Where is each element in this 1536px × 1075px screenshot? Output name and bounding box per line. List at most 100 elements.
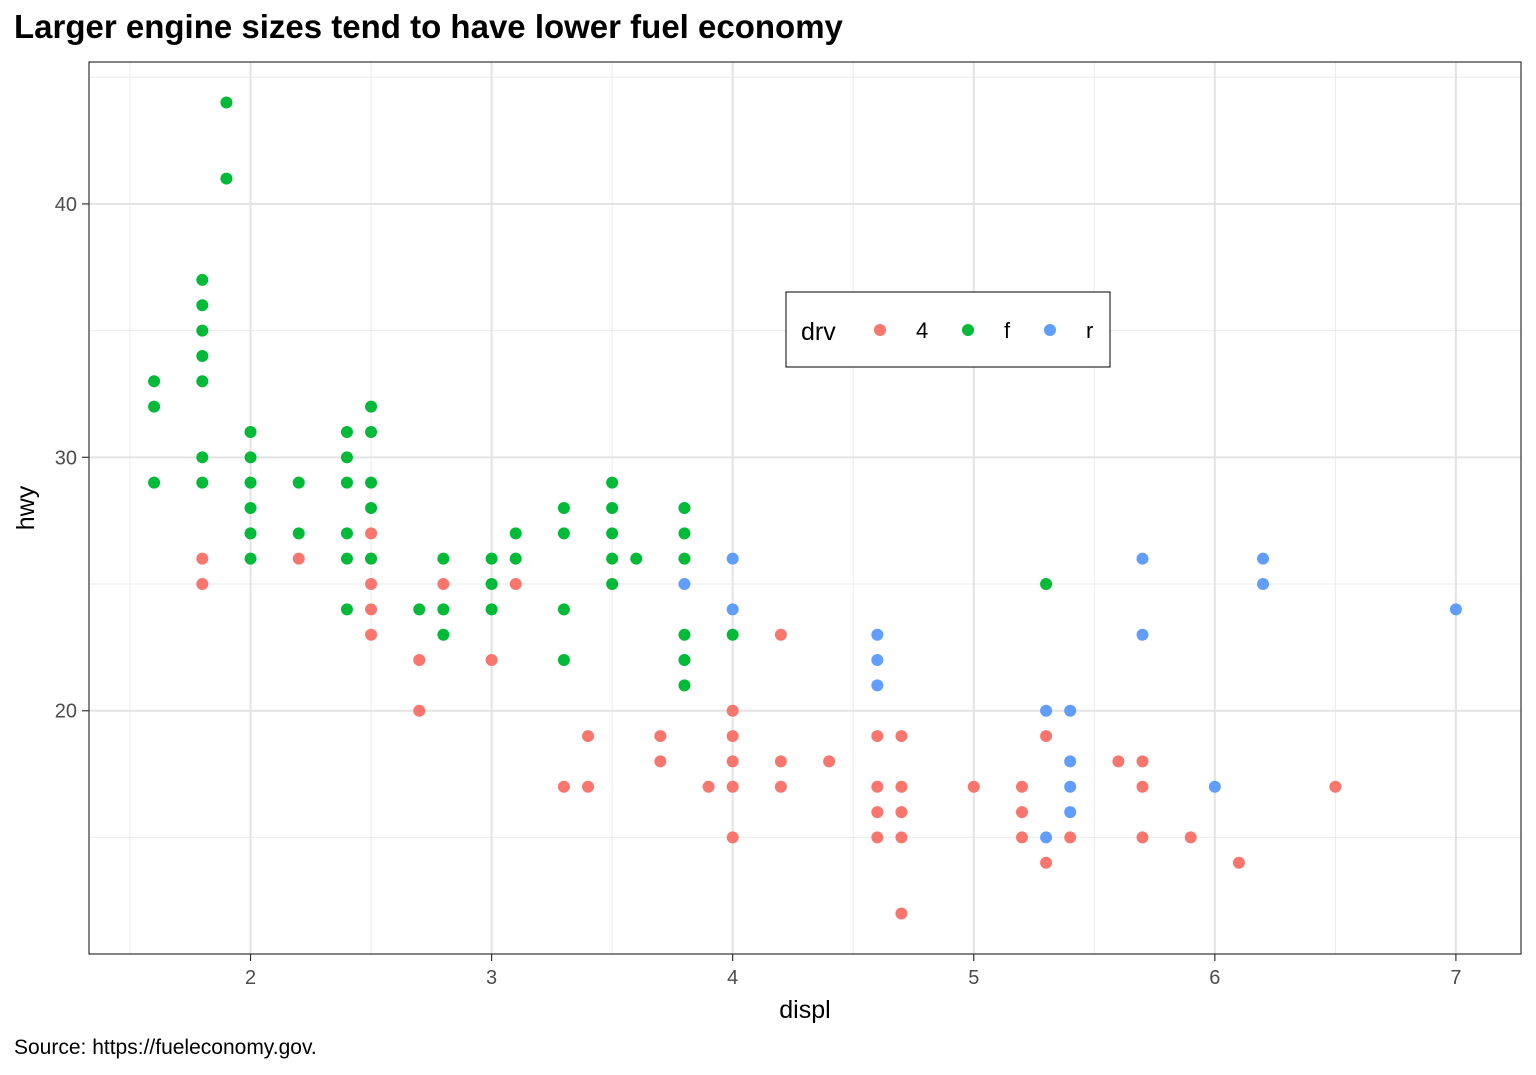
point-drv-f [340,603,353,616]
point-drv-4 [365,527,378,540]
point-drv-4 [582,730,595,743]
point-drv-4 [292,552,305,565]
point-drv-r [1257,578,1270,591]
point-drv-f [606,502,619,514]
point-drv-r [1064,780,1077,793]
point-drv-r [678,578,691,591]
point-drv-f [196,324,209,337]
point-drv-f [365,502,378,514]
point-drv-4 [1015,780,1028,793]
point-drv-4 [196,578,209,591]
point-drv-f [365,476,378,489]
point-drv-f [148,400,161,413]
legend-title: drv [801,318,836,346]
x-tick-label: 7 [1450,967,1461,989]
point-drv-4 [967,780,980,793]
point-drv-4 [196,552,209,565]
chart-title: Larger engine sizes tend to have lower f… [14,8,843,45]
point-drv-4 [654,755,667,768]
point-drv-4 [1015,831,1028,844]
point-drv-4 [1329,780,1342,793]
point-drv-f [340,451,353,464]
point-drv-f [606,527,619,540]
point-drv-f [630,552,643,565]
point-drv-f [244,552,257,565]
point-drv-4 [871,806,884,819]
legend-key-r [1044,324,1056,336]
chart-caption: Source: https://fueleconomy.gov. [14,1036,317,1059]
x-tick-label: 6 [1209,967,1220,989]
point-drv-4 [726,831,739,844]
point-drv-r [1208,780,1221,793]
point-drv-r [1064,755,1077,768]
point-drv-4 [1232,856,1245,869]
point-drv-f [365,400,378,413]
point-drv-4 [509,578,522,591]
x-tick-label: 2 [245,967,256,989]
point-drv-f [244,451,257,464]
point-drv-4 [895,730,908,743]
point-drv-f [244,476,257,489]
point-drv-f [678,527,691,540]
point-drv-4 [582,780,595,793]
point-drv-f [220,96,233,109]
legend-key-f [962,324,974,336]
y-tick-label: 20 [55,701,77,723]
point-drv-4 [1015,806,1028,819]
point-drv-f [678,552,691,565]
point-drv-4 [774,780,787,793]
legend-key-4 [874,324,886,336]
point-drv-4 [1040,730,1053,743]
point-drv-4 [726,755,739,768]
point-drv-r [1257,552,1270,565]
legend-keys: 4 f r [874,318,1093,343]
point-drv-4 [1112,755,1125,768]
point-drv-f [557,502,570,514]
point-drv-f [340,476,353,489]
point-drv-f [196,476,209,489]
y-tick-label: 40 [55,194,77,216]
point-drv-4 [365,603,378,616]
point-drv-f [485,603,498,616]
axes: 2 3 4 5 6 7 20 30 40 [55,194,1462,989]
point-drv-4 [1136,780,1149,793]
point-drv-4 [1040,856,1053,869]
legend: drv 4 f r [785,291,1111,368]
point-drv-4 [823,755,836,768]
point-drv-r [1040,704,1053,717]
point-drv-f [557,654,570,667]
point-drv-4 [1184,831,1197,844]
point-drv-f [196,273,209,286]
point-drv-f [726,628,739,641]
point-drv-f [365,552,378,565]
y-axis-title: hwy [12,485,40,530]
point-drv-4 [413,704,426,717]
y-tick-label: 30 [55,447,77,469]
point-drv-r [871,654,884,667]
point-drv-4 [654,730,667,743]
point-drv-f [678,502,691,514]
point-drv-4 [726,730,739,743]
point-drv-f [244,527,257,540]
point-drv-4 [895,907,908,920]
point-drv-4 [774,755,787,768]
point-drv-f [340,425,353,438]
point-drv-f [485,552,498,565]
legend-box [785,291,1111,368]
legend-label-r: r [1086,318,1093,343]
point-drv-f [509,552,522,565]
point-drv-4 [774,628,787,641]
point-drv-4 [871,780,884,793]
grid-lines [89,62,1521,954]
point-drv-f [196,349,209,362]
point-drv-4 [702,780,715,793]
point-drv-r [1064,704,1077,717]
point-drv-4 [365,628,378,641]
point-drv-f [437,628,450,641]
point-drv-f [678,679,691,692]
point-drv-f [292,476,305,489]
point-drv-f [557,527,570,540]
point-drv-f [606,578,619,591]
point-drv-f [220,172,233,185]
point-drv-r [1136,552,1149,565]
